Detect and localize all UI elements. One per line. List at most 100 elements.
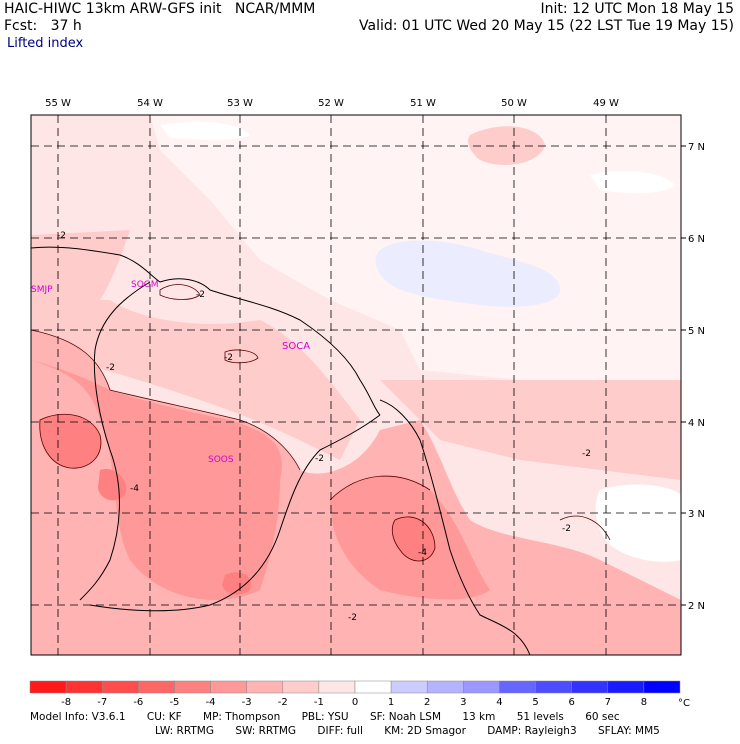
colorbar-tick-label: -1: [314, 697, 324, 708]
contour-label: -2: [315, 454, 324, 464]
plot-frame: [30, 114, 682, 656]
station-labels: SMJP SOGM SOCA SOOS: [31, 280, 310, 465]
footer-line-2: LW: RRTMG SW: RRTMG DIFF: full KM: 2D Sm…: [155, 724, 678, 738]
lifted-index-field: [31, 115, 681, 655]
colorbar-swatch: [210, 680, 247, 694]
border-west: [79, 281, 151, 601]
contour-label: -4: [130, 484, 139, 494]
graticule: [31, 115, 681, 655]
colorbar-tick-label: 5: [532, 697, 538, 708]
footer-item: DIFF: full: [317, 725, 363, 737]
colorbar-swatch: [246, 680, 284, 694]
field-name: Lifted index: [7, 36, 84, 51]
footer-item: KM: 2D Smagor: [384, 725, 466, 737]
colorbar-swatch: [138, 680, 175, 694]
colorbar-tick-label: 1: [388, 697, 394, 708]
lon-label: 53 W: [227, 98, 253, 109]
model-title-text: HAIC-HIWC 13km ARW-GFS init: [4, 1, 222, 17]
contour-minus2-b: [224, 349, 259, 364]
colorbar-swatch: [607, 680, 645, 694]
colorbar-swatch: [65, 680, 103, 694]
field-white-patch-b: [590, 171, 675, 194]
contour-labels: -2 -2 -2 -2 -2 -2 -4 -4 -2 -2: [57, 231, 591, 623]
footer-item: Model Info: V3.6.1: [30, 711, 126, 723]
colorbar-swatch: [426, 680, 464, 694]
station-sogm: SOGM: [131, 280, 159, 290]
colorbar-tick-label: -2: [278, 697, 288, 708]
colorbar-tick-label: 7: [605, 697, 611, 708]
footer-item: DAMP: Rayleigh3: [487, 725, 577, 737]
lon-label: 54 W: [137, 98, 163, 109]
colorbar-swatch: [535, 680, 572, 694]
colorbar-tick-label: 0: [352, 697, 358, 708]
footer-item: 13 km: [462, 711, 496, 723]
colorbar-swatch: [463, 680, 500, 694]
colorbar-swatch: [499, 680, 536, 694]
lon-label: 55 W: [45, 98, 71, 109]
footer-item: PBL: YSU: [301, 711, 349, 723]
colorbar-swatch: [282, 680, 320, 694]
colorbar-tick-label: 8: [641, 697, 647, 708]
footer-item: SW: RRTMG: [235, 725, 297, 737]
colorbar-tick-label: -5: [169, 697, 179, 708]
contour-label: -2: [224, 353, 233, 363]
colorbar-tick-label: 4: [496, 697, 502, 708]
colorbar-tick-label: 2: [424, 697, 430, 708]
colorbar-swatch: [643, 680, 681, 694]
contour-label: -4: [418, 548, 427, 558]
field-cell-d: [222, 572, 251, 595]
coastline: [31, 246, 381, 416]
colorbar-swatch: [354, 680, 392, 694]
fcst-value: 37 h: [50, 18, 82, 34]
valid-time: Valid: 01 UTC Wed 20 May 15 (22 LST Tue …: [359, 18, 734, 34]
footer-line-1: Model Info: V3.6.1 CU: KF MP: Thompson P…: [30, 710, 638, 724]
lon-label: 50 W: [501, 98, 527, 109]
lat-label: 7 N: [688, 142, 705, 153]
init-time: Init: 12 UTC Mon 18 May 15: [540, 1, 734, 17]
colorbar-swatch: [174, 680, 211, 694]
lat-label: 6 N: [688, 234, 705, 245]
lat-label: 5 N: [688, 326, 705, 337]
lon-label: 51 W: [410, 98, 436, 109]
colorbar-tick-label: 3: [460, 697, 466, 708]
contour-minus4-a: [39, 413, 102, 469]
border-east: [379, 399, 531, 655]
colorbar-swatch: [318, 680, 356, 694]
contour-label: -2: [562, 524, 571, 534]
forecast-hour: Fcst: 37 h: [4, 18, 82, 35]
field-cell-c: [392, 516, 435, 562]
footer-item: 51 levels: [516, 711, 564, 723]
colorbar-swatch: [571, 680, 609, 694]
contour-minus2-e: [559, 515, 611, 541]
colorbar-swatch: [101, 680, 139, 694]
lat-label: 4 N: [688, 418, 705, 429]
fcst-label: Fcst:: [4, 18, 38, 34]
org-label: NCAR/MMM: [234, 1, 316, 17]
colorbar-tick-label: -7: [97, 697, 107, 708]
colorbar-tick-label: -6: [133, 697, 143, 708]
contour-minus2-a: [31, 329, 301, 471]
lon-label: 52 W: [318, 98, 344, 109]
colorbar-tick-label: -3: [242, 697, 252, 708]
contour-label: -2: [106, 363, 115, 373]
colorbar-tick-label: 6: [568, 697, 574, 708]
contour-minus4-b: [391, 516, 436, 562]
lat-label: 2 N: [688, 601, 705, 612]
footer-item: SF: Noah LSM: [369, 711, 441, 723]
field-cell-a: [39, 414, 101, 469]
field-inland-band: [31, 300, 360, 460]
colorbar-unit: °C: [678, 698, 690, 709]
field-strong-area-west: [31, 360, 282, 600]
contours: [31, 284, 611, 562]
station-smjp: SMJP: [31, 285, 53, 295]
colorbar: [29, 680, 681, 694]
footer-item: MP: Thompson: [203, 711, 281, 723]
colorbar-tick-label: -4: [206, 697, 216, 708]
lat-label: 3 N: [688, 509, 705, 520]
footer-item: 60 sec: [585, 711, 620, 723]
colorbar-swatch: [29, 680, 67, 694]
station-soca: SOCA: [282, 341, 310, 352]
colorbar-tick-label: -8: [61, 697, 71, 708]
lon-labels: 55 W 54 W 53 W 52 W 51 W 50 W 49 W: [45, 98, 619, 109]
